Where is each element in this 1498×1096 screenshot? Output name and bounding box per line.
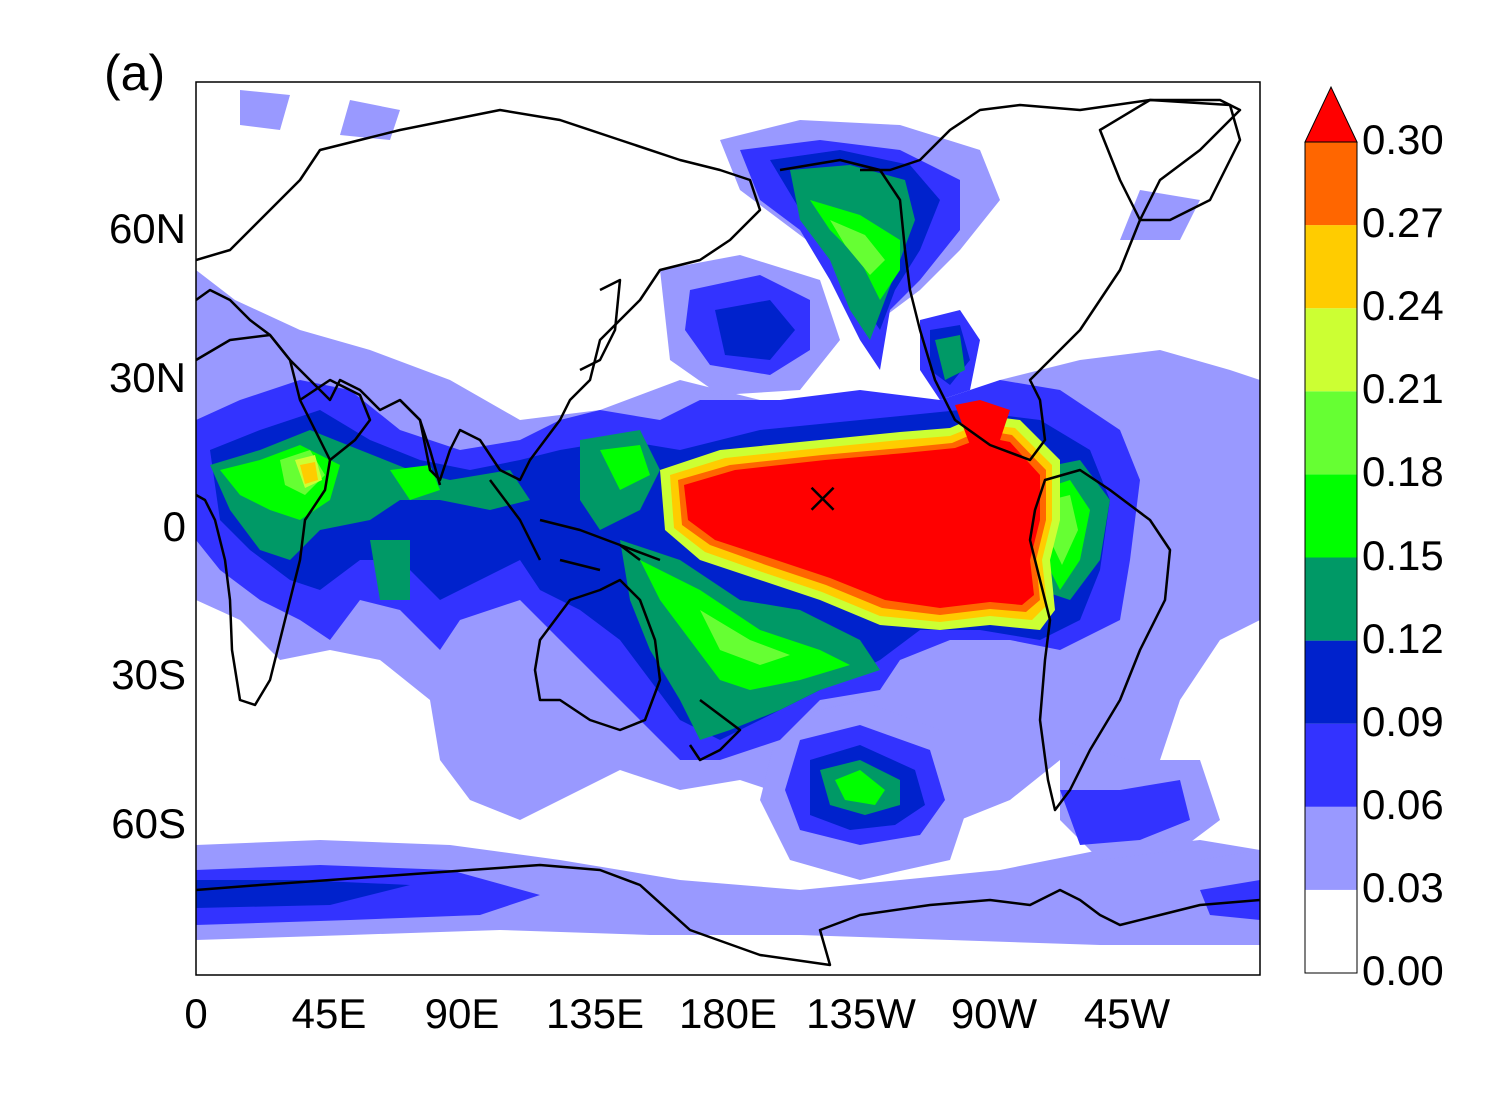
- coastline-indonesia: [489, 479, 661, 572]
- level-0.24-0.30: [300, 462, 318, 484]
- colorbar-segment: [1305, 142, 1357, 226]
- lon-tick-label: 45E: [291, 990, 367, 1037]
- colorbar-overflow-triangle: [1304, 85, 1358, 143]
- panel-label: (a): [104, 45, 166, 101]
- colorbar-tick-label: 0.18: [1362, 448, 1444, 496]
- colorbar-tick-label: 0.00: [1362, 947, 1444, 994]
- colorbar-segment: [1305, 640, 1357, 724]
- map-frame: [195, 81, 1261, 976]
- coastline-india: [399, 399, 442, 486]
- coastline-greenland: [1098, 98, 1242, 222]
- coastline-australia: [533, 578, 662, 732]
- colorbar-segment: [1305, 557, 1357, 641]
- colorbar-tick-label: 0.06: [1362, 780, 1444, 828]
- lon-tick-label: 90W: [950, 990, 1038, 1037]
- coastline-japan: [579, 278, 622, 372]
- lat-tick-label: 0: [162, 502, 186, 550]
- lat-tick-label: 60S: [111, 800, 186, 848]
- colorbar-tick-label: 0.12: [1362, 614, 1444, 662]
- shaded-field: [196, 90, 1260, 945]
- lon-tick-label: 135W: [806, 990, 916, 1037]
- colorbar-frame: [1304, 141, 1358, 974]
- warm-pool-anomaly: [660, 400, 1060, 630]
- lon-tick-label: 0: [184, 990, 208, 1037]
- colorbar-segment: [1305, 723, 1357, 807]
- colorbar-segment: [1305, 889, 1357, 973]
- coastline-new-zealand: [688, 699, 742, 762]
- lat-tick-label: 30S: [111, 651, 186, 699]
- lat-tick-label: 30N: [108, 353, 186, 401]
- colorbar-tick-label: 0.24: [1362, 282, 1444, 330]
- colorbar-tick-label: 0.27: [1362, 199, 1444, 247]
- colorbar-segment: [1305, 225, 1357, 309]
- colorbar-tick-label: 0.21: [1362, 365, 1444, 413]
- coastline-arabia: [299, 378, 372, 461]
- lon-tick-label: 180E: [678, 990, 778, 1037]
- colorbar-segment: [1305, 391, 1357, 475]
- coastline-north-america: [779, 98, 1242, 462]
- location-marker-x: [810, 486, 835, 511]
- colorbar-tick-label: 0.15: [1362, 531, 1444, 579]
- coastline-eurasia: [196, 108, 762, 482]
- colorbar-tick-label: 0.30: [1362, 116, 1444, 163]
- colorbar-tick-label: 0.03: [1362, 863, 1444, 911]
- colorbar-segment: [1305, 474, 1357, 558]
- coastline-south-america: [1028, 468, 1172, 812]
- lon-tick-label: 135E: [545, 990, 645, 1037]
- colorbar: [1304, 85, 1358, 974]
- colorbar-tick-label: 0.09: [1362, 697, 1444, 745]
- coastlines: [196, 98, 1260, 967]
- lon-tick-label: 90E: [424, 990, 500, 1037]
- colorbar-segment: [1305, 308, 1357, 392]
- coastline-africa: [196, 333, 332, 707]
- colorbar-segment: [1305, 806, 1357, 890]
- marker-stroke: [810, 486, 835, 511]
- coastline-antarctica: [196, 863, 1260, 967]
- lon-tick-label: 45W: [1083, 990, 1171, 1037]
- lat-tick-label: 60N: [108, 204, 186, 252]
